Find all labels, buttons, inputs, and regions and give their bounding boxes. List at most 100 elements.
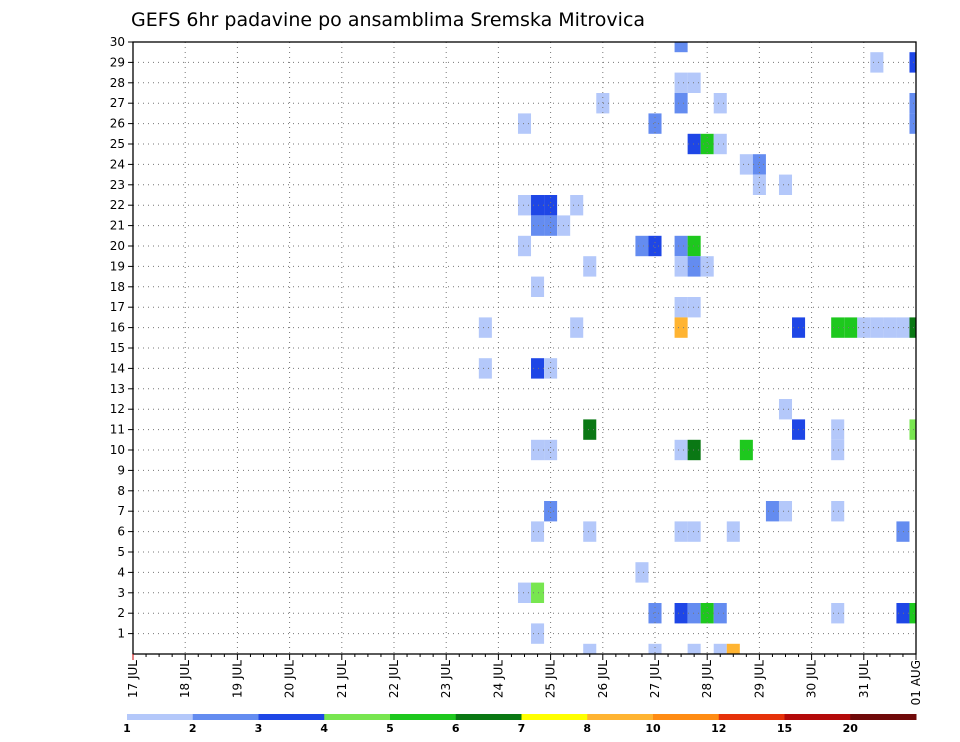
precip-cell <box>544 358 558 379</box>
precip-cell <box>831 317 845 338</box>
y-tick-label: 28 <box>110 76 125 90</box>
y-tick-label: 19 <box>110 259 125 273</box>
x-tick-label: 26 JUL <box>596 660 610 698</box>
precip-cell <box>544 501 558 522</box>
colorbar-segment <box>784 714 851 720</box>
precip-cell <box>778 174 793 195</box>
y-tick-label: 20 <box>110 239 125 253</box>
y-tick-label: 5 <box>117 545 125 559</box>
colorbar-segment <box>455 714 522 720</box>
precip-cell <box>687 72 701 93</box>
colorbar-label: 5 <box>386 722 394 735</box>
precip-cell <box>713 643 727 654</box>
y-tick-label: 18 <box>110 280 125 294</box>
precip-cell <box>896 317 910 338</box>
x-tick-label: 30 JUL <box>805 660 819 698</box>
precip-cell <box>687 256 701 277</box>
precip-cell <box>883 317 897 338</box>
precip-cell <box>648 113 662 134</box>
colorbar-label: 4 <box>320 722 328 735</box>
y-tick-label: 11 <box>110 423 125 437</box>
precip-cell <box>635 562 649 583</box>
precip-cell <box>596 93 610 114</box>
precip-cell <box>896 521 910 542</box>
colorbar-segment <box>521 714 588 720</box>
precip-cell <box>831 419 845 440</box>
precip-cell <box>674 72 688 93</box>
x-tick-label: 28 JUL <box>700 660 714 698</box>
y-axis: 1234567891011121314151617181920212223242… <box>110 35 133 641</box>
colorbar-label: 3 <box>255 722 263 735</box>
precip-cell <box>909 93 916 114</box>
y-tick-label: 26 <box>110 117 125 131</box>
precip-cell <box>570 195 584 216</box>
y-tick-label: 14 <box>110 361 125 375</box>
colorbar-segment <box>127 714 194 720</box>
y-tick-label: 22 <box>110 198 125 212</box>
precip-cell <box>583 256 597 277</box>
precip-cell <box>778 399 793 420</box>
precip-cell <box>726 643 740 654</box>
precip-cell <box>531 439 545 461</box>
precip-cell <box>752 174 766 195</box>
precip-cell <box>583 419 597 440</box>
x-tick-label: 29 JUL <box>752 660 766 698</box>
precip-cells <box>478 42 916 654</box>
precip-cell <box>713 133 727 155</box>
colorbar-segment <box>192 714 259 720</box>
precip-cell <box>648 603 662 624</box>
precip-cell <box>909 419 916 440</box>
x-tick-label: 01 AUG <box>909 660 923 705</box>
y-tick-label: 17 <box>110 300 125 314</box>
colorbar-label: 8 <box>583 722 591 735</box>
colorbar-label: 10 <box>645 722 661 735</box>
precip-cell <box>583 643 597 654</box>
x-tick-label: 17 JUL <box>126 660 140 698</box>
colorbar-label: 20 <box>843 722 859 735</box>
y-tick-label: 30 <box>110 35 125 49</box>
x-tick-label: 18 JUL <box>178 660 192 698</box>
precip-cell <box>674 603 688 624</box>
precip-cell <box>517 235 532 257</box>
grid-lines <box>133 42 916 654</box>
precip-cell <box>478 317 492 338</box>
precip-cell <box>909 113 916 134</box>
precip-cell <box>831 439 845 461</box>
precip-cell <box>844 317 858 338</box>
precip-cell <box>687 133 701 155</box>
x-tick-label: 25 JUL <box>544 660 558 698</box>
precip-cell <box>687 643 701 654</box>
y-tick-label: 2 <box>117 606 125 620</box>
precip-cell <box>635 235 649 257</box>
y-tick-label: 9 <box>117 463 125 477</box>
precip-cell <box>517 195 532 216</box>
precip-cell <box>687 235 701 257</box>
precip-cell <box>531 521 545 542</box>
precip-cell <box>909 603 916 624</box>
precip-cell <box>531 276 545 297</box>
precip-cell <box>517 582 532 603</box>
precip-cell <box>713 93 727 114</box>
y-tick-label: 4 <box>117 565 125 579</box>
y-tick-label: 24 <box>110 157 125 171</box>
precip-cell <box>583 521 597 542</box>
precip-cell <box>831 603 845 624</box>
colorbar-segment <box>850 714 917 720</box>
precip-cell <box>765 501 779 522</box>
x-tick-label: 24 JUL <box>491 660 505 698</box>
x-axis: 17 JUL 18 JUL 19 JUL 20 JUL 21 JUL 22 JUL 23 J… <box>126 654 923 705</box>
precip-cell <box>831 501 845 522</box>
colorbar-label: 12 <box>711 722 726 735</box>
colorbar-segment <box>324 714 391 720</box>
precip-cell <box>531 582 545 603</box>
y-tick-label: 23 <box>110 178 125 192</box>
precip-cell <box>674 235 688 257</box>
precip-cell <box>531 358 545 379</box>
y-tick-label: 7 <box>117 504 125 518</box>
precip-cell <box>674 521 688 542</box>
precip-cell <box>909 52 916 73</box>
colorbar-label: 15 <box>777 722 792 735</box>
precip-cell <box>687 439 701 461</box>
x-tick-label: 21 JUL <box>335 660 349 698</box>
colorbar-segment <box>653 714 720 720</box>
